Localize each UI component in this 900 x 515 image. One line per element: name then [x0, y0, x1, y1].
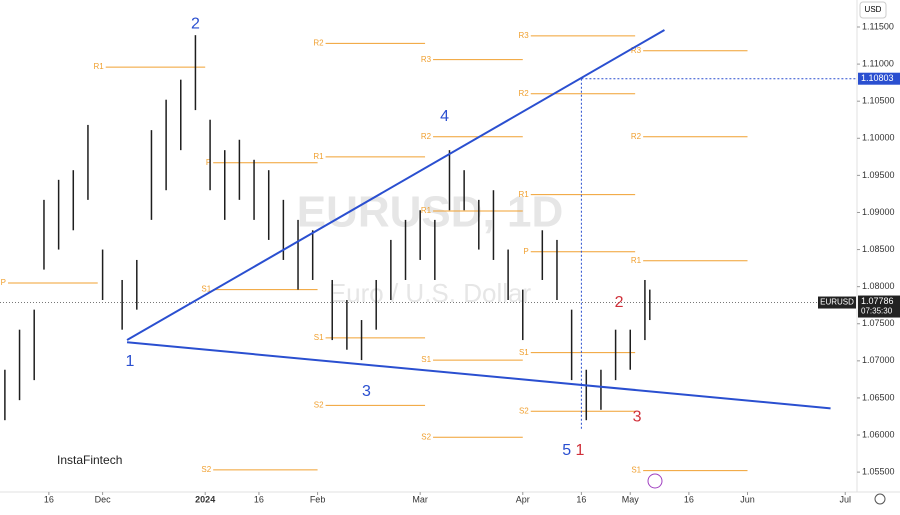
- wave-label: 2: [615, 294, 624, 311]
- wave-label: 1: [575, 442, 584, 459]
- watermark-name: Euro / U.S. Dollar: [329, 278, 532, 308]
- x-tick-label: Dec: [95, 494, 112, 504]
- watermark-symbol: EURUSD, 1D: [297, 188, 564, 237]
- currency: USD: [865, 5, 882, 14]
- pivot-label: P: [206, 158, 211, 167]
- x-tick-label: Apr: [516, 494, 530, 504]
- pivot-label: P: [523, 247, 528, 256]
- plot: P R1 P S1 S2 R2 R1 S1 S2 R3 R2 R1 S1 S2 R3 R2 R1 P S1 S2 R3 R…: [0, 15, 857, 475]
- pivot-label: R2: [519, 89, 530, 98]
- x-tick-label: 16: [44, 494, 54, 504]
- pivot-label: S2: [519, 406, 529, 415]
- x-tick-label: Jul: [839, 494, 851, 504]
- x-tick-label: Mar: [412, 494, 428, 504]
- pivot-label: R1: [519, 190, 530, 199]
- pivot-label: R1: [313, 152, 324, 161]
- y-tick-label: 1.06500: [862, 392, 895, 402]
- last-price: 1.07786: [861, 296, 894, 306]
- pivot-label: S2: [421, 432, 431, 441]
- pivot-label: P: [1, 278, 6, 287]
- alert-icon[interactable]: [647, 473, 663, 489]
- pivot-label: R3: [519, 31, 530, 40]
- x-tick-label: 16: [254, 494, 264, 504]
- y-tick-label: 1.10500: [862, 96, 895, 106]
- pivot-label: S1: [201, 285, 211, 294]
- x-tick-label: 16: [684, 494, 694, 504]
- pivot-label: R2: [313, 38, 324, 47]
- brand: InstaFintech: [57, 453, 122, 467]
- settings-icon[interactable]: [874, 493, 886, 505]
- brand-box: [52, 450, 128, 472]
- wave-label: 3: [633, 408, 642, 425]
- y-tick-label: 1.08000: [862, 281, 895, 291]
- pivot-label: R3: [631, 46, 642, 55]
- pivot-label: S2: [201, 465, 211, 474]
- y-tick-label: 1.11500: [862, 21, 894, 31]
- x-tick-label: Feb: [310, 494, 326, 504]
- pivot-label: R2: [421, 132, 432, 141]
- countdown: 07:35:30: [861, 307, 893, 316]
- trendline: [126, 341, 831, 410]
- wave-label: 5: [562, 442, 571, 459]
- y-tick-label: 1.10000: [862, 133, 895, 143]
- y-tick-label: 1.09000: [862, 207, 895, 217]
- pivot-label: R3: [421, 55, 432, 64]
- pivot-label: R1: [93, 62, 104, 71]
- pivot-label: R1: [631, 256, 642, 265]
- symbol: EURUSD: [820, 298, 854, 307]
- x-tick-label: May: [622, 494, 640, 504]
- y-tick-label: 1.06000: [862, 429, 895, 439]
- wave-label: 3: [362, 383, 371, 400]
- x-tick-label: Jun: [740, 494, 755, 504]
- last-price-tag: [858, 295, 900, 318]
- y-tick-label: 1.08500: [862, 244, 895, 254]
- wave-label: 1: [126, 353, 135, 370]
- pivot-label: S1: [314, 333, 324, 342]
- wave-label: 2: [191, 15, 200, 32]
- trendline: [126, 29, 665, 341]
- y-tick-label: 1.11000: [862, 58, 894, 68]
- pivot-label: S1: [631, 466, 641, 475]
- y-tick-label: 1.05500: [862, 466, 895, 476]
- wave-label: 4: [440, 108, 449, 125]
- currency-box[interactable]: [859, 1, 887, 19]
- target-tag: [858, 72, 900, 85]
- pivot-label: R2: [631, 132, 642, 141]
- y-tick-label: 1.07500: [862, 318, 895, 328]
- pivot-label: S1: [519, 348, 529, 357]
- symbol-tag: [818, 296, 856, 309]
- y-tick-label: 1.07000: [862, 355, 895, 365]
- x-tick-label: 2024: [195, 494, 215, 504]
- y-tick-label: 1.09500: [862, 170, 895, 180]
- target-price: 1.10803: [861, 73, 894, 83]
- pivot-label: R1: [421, 206, 432, 215]
- x-tick-label: 16: [576, 494, 586, 504]
- pivot-label: S2: [314, 400, 324, 409]
- pivot-label: S1: [421, 355, 431, 364]
